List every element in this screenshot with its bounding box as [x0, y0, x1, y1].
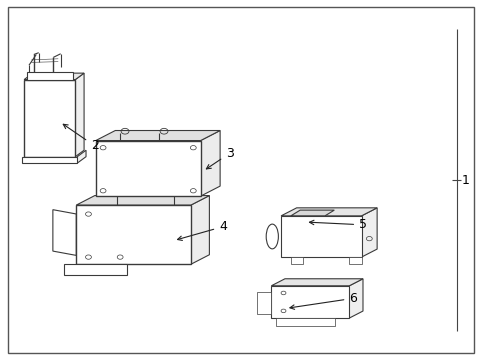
Polygon shape	[290, 210, 334, 216]
Polygon shape	[77, 150, 86, 163]
Bar	[256, 292, 271, 315]
Bar	[276, 318, 334, 326]
Bar	[281, 216, 361, 257]
Bar	[22, 157, 77, 163]
Polygon shape	[76, 195, 209, 205]
Text: 3: 3	[206, 147, 233, 169]
Text: 1: 1	[461, 174, 468, 186]
Text: 5: 5	[309, 218, 366, 231]
Bar	[348, 257, 361, 264]
Bar	[26, 72, 73, 80]
Polygon shape	[281, 208, 376, 216]
Polygon shape	[348, 279, 362, 318]
Bar	[76, 205, 190, 264]
Polygon shape	[271, 279, 362, 286]
Bar	[64, 264, 127, 275]
Bar	[96, 140, 200, 196]
Bar	[24, 80, 75, 157]
Polygon shape	[361, 208, 376, 257]
Ellipse shape	[265, 224, 278, 249]
Polygon shape	[190, 195, 209, 264]
Polygon shape	[24, 73, 84, 80]
Bar	[271, 286, 348, 318]
Bar	[290, 257, 303, 264]
Polygon shape	[53, 210, 76, 255]
Polygon shape	[75, 73, 84, 157]
Text: 6: 6	[289, 292, 356, 309]
Text: 2: 2	[63, 124, 99, 152]
Polygon shape	[96, 131, 220, 140]
Polygon shape	[200, 131, 220, 196]
Text: 4: 4	[177, 220, 226, 240]
